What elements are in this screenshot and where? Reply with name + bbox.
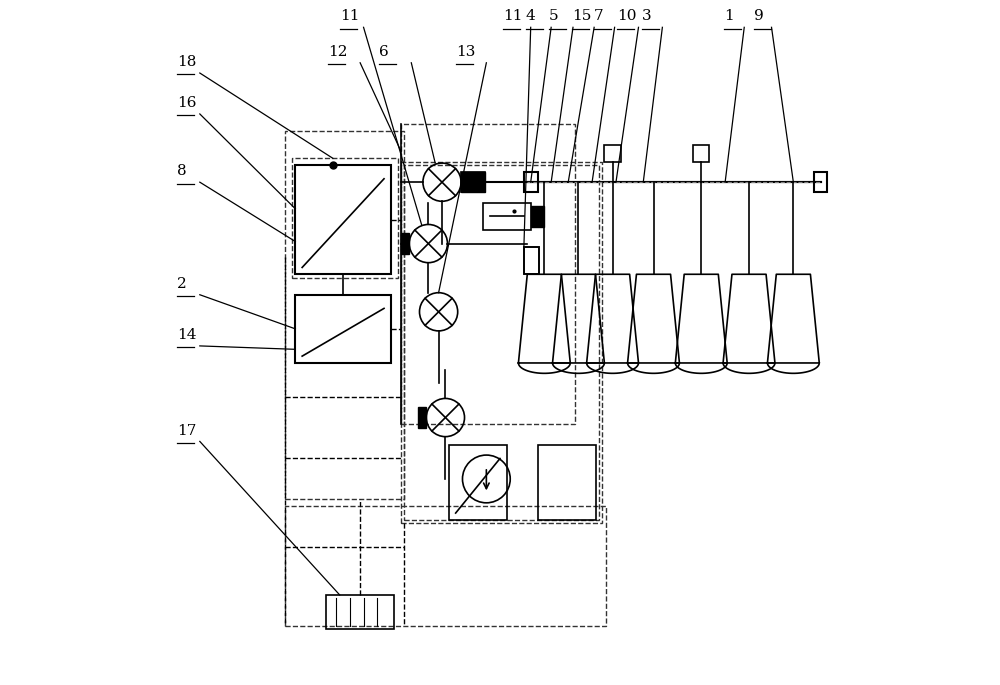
Bar — [285, 131, 404, 499]
Text: 13: 13 — [456, 45, 475, 59]
Text: 11: 11 — [503, 10, 523, 23]
Text: 11: 11 — [340, 10, 359, 23]
Text: 16: 16 — [177, 96, 197, 110]
Text: 10: 10 — [617, 10, 637, 23]
Bar — [524, 172, 538, 192]
Bar — [295, 165, 391, 274]
Bar — [292, 158, 398, 277]
Bar — [604, 145, 621, 162]
Polygon shape — [418, 408, 426, 427]
Bar — [524, 247, 539, 274]
Bar — [483, 203, 531, 230]
Bar — [404, 165, 599, 520]
Text: 8: 8 — [177, 164, 187, 178]
Polygon shape — [401, 234, 409, 254]
Text: 14: 14 — [177, 328, 197, 342]
Text: 9: 9 — [754, 10, 764, 23]
Bar — [285, 506, 606, 625]
Bar — [401, 124, 575, 425]
Text: 2: 2 — [177, 277, 187, 291]
Polygon shape — [461, 172, 485, 192]
Text: 1: 1 — [724, 10, 734, 23]
Bar — [295, 295, 391, 363]
Bar — [693, 145, 709, 162]
Text: 4: 4 — [526, 10, 536, 23]
Text: 5: 5 — [549, 10, 559, 23]
Bar — [401, 162, 602, 523]
Bar — [461, 172, 485, 192]
Text: 12: 12 — [328, 45, 348, 59]
Bar — [814, 172, 827, 192]
Bar — [524, 247, 539, 274]
Text: 17: 17 — [177, 423, 197, 438]
Polygon shape — [531, 206, 544, 227]
Text: 18: 18 — [177, 55, 197, 69]
Text: 7: 7 — [594, 10, 604, 23]
Bar — [326, 595, 394, 629]
Bar — [538, 445, 596, 520]
Text: 3: 3 — [642, 10, 652, 23]
Text: 6: 6 — [379, 45, 388, 59]
Bar — [449, 445, 507, 520]
Text: 15: 15 — [572, 10, 591, 23]
